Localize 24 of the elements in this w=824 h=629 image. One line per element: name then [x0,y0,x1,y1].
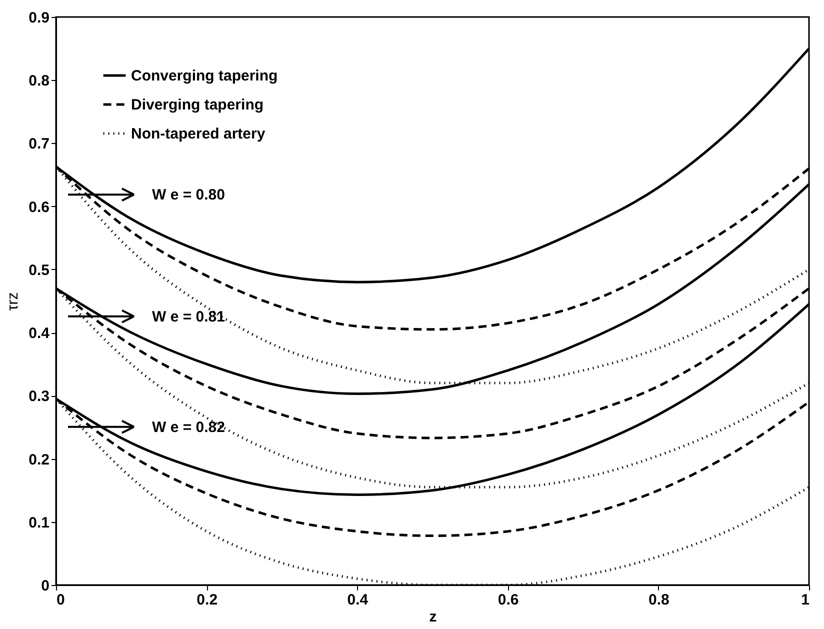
x-tick-label: 0.4 [347,592,369,608]
y-tick-label: 0.1 [28,514,50,532]
x-tick-label: 1 [801,592,810,608]
y-tick-label: 0.2 [28,451,50,468]
y-tick-label: 0.9 [28,10,50,26]
y-tick-label: 0.4 [28,325,50,342]
y-tick-label: 0.8 [28,72,50,90]
legend-label: Diverging tapering [131,96,264,114]
y-tick-label: 0.6 [28,198,50,216]
legend-label: Non-tapered artery [131,126,266,142]
y-tick-label: 0.7 [28,136,50,153]
annotation: W e = 0.82 [152,418,225,436]
annotation: W e = 0.81 [152,308,225,326]
legend-label: Converging tapering [131,68,278,84]
annotation: W e = 0.80 [152,186,225,204]
x-tick-label: 0 [56,592,65,608]
y-tick-label: 0.5 [28,262,50,279]
y-tick-label: 0.3 [28,388,50,406]
y-axis-title: τrz [4,292,22,311]
x-tick-label: 0.8 [648,592,670,608]
x-tick-label: 0.6 [498,592,519,608]
y-tick-label: 0 [41,578,50,594]
x-tick-label: 0.2 [196,592,218,608]
x-axis-title: z [429,608,437,626]
